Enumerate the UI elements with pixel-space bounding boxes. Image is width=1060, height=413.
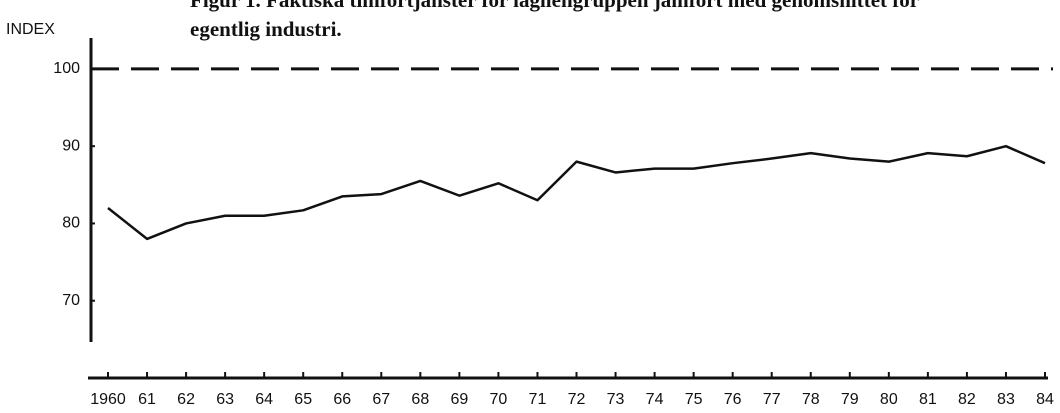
x-tick-label: 80 [880,391,898,408]
chart-title: egentlig industri. [190,17,342,41]
x-tick-label: 61 [138,391,156,408]
x-tick-label: 1960 [90,391,126,408]
x-tick-label: 67 [372,391,390,408]
x-tick-label: 68 [411,391,429,408]
data-line [107,144,1046,241]
x-tick-label: 72 [568,391,586,408]
x-tick-label: 66 [333,391,351,408]
y-tick-label: 70 [62,292,80,309]
x-tick-label: 82 [958,391,976,408]
chart-title: Figur 1. Faktiska timförtjänster för lag… [190,0,919,12]
y-axis-label: INDEX [6,21,55,38]
x-tick-label: 69 [450,391,468,408]
x-tick-label: 83 [997,391,1015,408]
x-tick-label: 74 [646,391,664,408]
x-tick-label: 65 [294,391,312,408]
x-tick-label: 78 [802,391,820,408]
x-tick-label: 77 [763,391,781,408]
x-tick-label: 84 [1036,391,1054,408]
x-tick-label: 81 [919,391,937,408]
x-tick-label: 70 [490,391,508,408]
x-tick-label: 76 [724,391,742,408]
x-tick-label: 75 [685,391,703,408]
x-tick-label: 64 [255,391,273,408]
y-tick-label: 80 [62,215,80,232]
x-tick-label: 73 [607,391,625,408]
x-tick-label: 79 [841,391,859,408]
y-tick-label: 90 [62,137,80,154]
x-tick-label: 62 [177,391,195,408]
x-tick-label: 71 [529,391,547,408]
x-tick-label: 63 [216,391,234,408]
y-tick-label: 100 [53,60,80,77]
